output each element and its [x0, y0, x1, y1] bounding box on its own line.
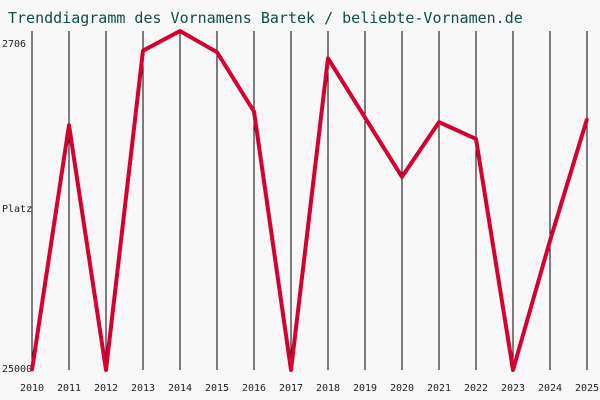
- x-tick-label-2018: 2018: [316, 383, 340, 394]
- data-point-2019: [363, 116, 367, 120]
- data-point-2024: [548, 239, 552, 243]
- data-point-2015: [215, 50, 219, 54]
- data-point-2022: [474, 137, 478, 141]
- x-tick-label-2012: 2012: [94, 383, 118, 394]
- x-tick-label-2022: 2022: [464, 383, 488, 394]
- chart-title: Trenddiagramm des Vornamens Bartek / bel…: [8, 9, 523, 27]
- data-point-2011: [67, 123, 71, 127]
- data-point-2025: [585, 117, 589, 121]
- x-tick-label-2024: 2024: [538, 383, 562, 394]
- x-tick-labels: 2010 2011 2012 2013 2014 2015 2016 2017 2018 2019…: [20, 383, 599, 394]
- x-tick-label-2011: 2011: [57, 383, 81, 394]
- series-line: [30, 29, 589, 372]
- x-tick-label-2021: 2021: [427, 383, 451, 394]
- data-point-2017: [289, 368, 293, 372]
- data-point-2020: [400, 175, 404, 179]
- x-tick-label-2013: 2013: [131, 383, 155, 394]
- data-point-2010: [30, 368, 34, 372]
- data-point-2021: [437, 120, 441, 124]
- data-point-2013: [141, 49, 145, 53]
- data-point-2018: [326, 56, 330, 60]
- y-bottom-label: 25000: [2, 364, 32, 375]
- x-tick-label-2020: 2020: [390, 383, 414, 394]
- x-tick-label-2015: 2015: [205, 383, 229, 394]
- x-tick-label-2017: 2017: [279, 383, 303, 394]
- x-tick-label-2025: 2025: [575, 383, 599, 394]
- data-point-2014: [178, 29, 182, 33]
- grid-lines: [31, 31, 588, 370]
- x-tick-label-2019: 2019: [353, 383, 377, 394]
- y-top-label: 2706: [2, 39, 26, 50]
- data-point-2023: [511, 368, 515, 372]
- x-tick-label-2023: 2023: [501, 383, 525, 394]
- data-point-2016: [252, 109, 256, 113]
- x-tick-label-2014: 2014: [168, 383, 192, 394]
- y-axis-label: Platz: [2, 204, 32, 215]
- x-tick-label-2010: 2010: [20, 383, 44, 394]
- x-tick-label-2016: 2016: [242, 383, 266, 394]
- data-point-2012: [104, 368, 108, 372]
